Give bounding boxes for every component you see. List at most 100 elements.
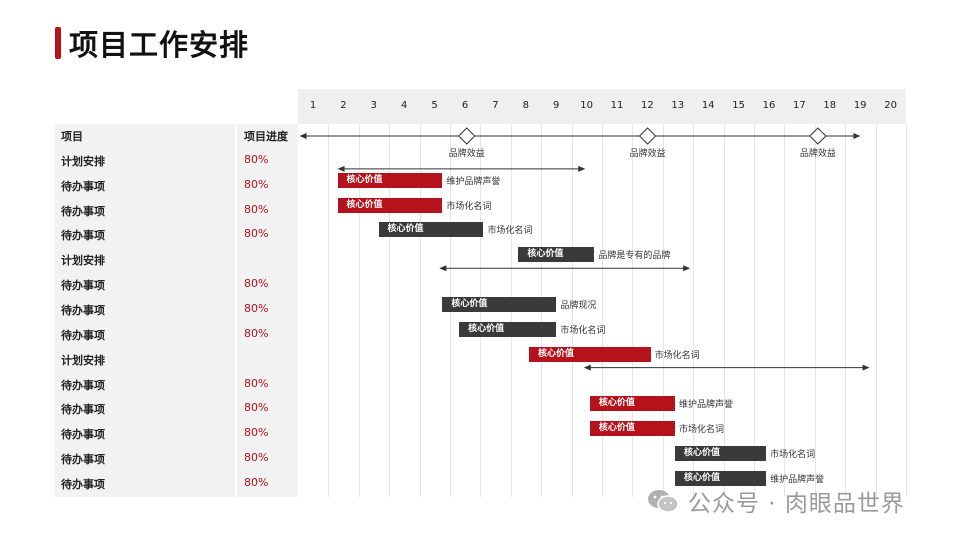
table-row: 待办事项 80% <box>55 199 298 223</box>
gantt-bar[interactable]: 核心价值 <box>378 222 484 238</box>
header-progress: 项目进度 <box>244 130 288 143</box>
table-row: 待办事项 80% <box>55 223 298 247</box>
column-number: 13 <box>671 100 685 111</box>
column-number: 14 <box>701 100 715 111</box>
grid-line <box>359 124 360 497</box>
grid-line <box>784 124 785 497</box>
column-number: 11 <box>610 100 624 111</box>
column-number: 9 <box>553 100 560 111</box>
table-row: 计划安排 <box>55 348 298 372</box>
grid-line <box>389 124 390 497</box>
column-number: 10 <box>580 100 593 111</box>
grid-line <box>663 124 664 497</box>
gantt-bar-note: 品牌是专有的品牌 <box>598 251 671 262</box>
row-progress: 80% <box>244 227 269 241</box>
grid-line <box>845 124 846 497</box>
table-row: 待办事项 80% <box>55 298 298 322</box>
column-number: 15 <box>732 100 745 111</box>
row-progress: 80% <box>244 401 269 415</box>
header-name: 项目 <box>61 130 83 143</box>
progress-column-bg <box>237 124 298 497</box>
main-timeline-arrow <box>299 133 861 139</box>
gantt-bar-note: 维护品牌声誉 <box>446 176 501 187</box>
gantt-bar[interactable]: 核心价值 <box>674 470 767 486</box>
grid-line <box>693 124 694 497</box>
grid-line <box>420 124 421 497</box>
gantt-bar[interactable]: 核心价值 <box>337 172 443 188</box>
row-progress: 80% <box>244 475 269 489</box>
watermark-text: 公众号 · 肉眼品世界 <box>688 491 905 517</box>
gantt-bar-note: 市场化名词 <box>678 425 724 436</box>
column-number: 20 <box>884 100 897 111</box>
column-number: 4 <box>401 100 408 111</box>
row-progress: 80% <box>244 376 269 390</box>
gantt-bar[interactable]: 核心价值 <box>518 247 595 263</box>
column-number: 2 <box>340 100 347 111</box>
row-progress: 80% <box>244 451 269 465</box>
row-progress: 80% <box>244 326 269 340</box>
group-span-arrow <box>439 265 691 272</box>
column-number: 8 <box>522 100 529 111</box>
row-name: 待办事项 <box>61 477 105 491</box>
milestone-diamond <box>638 127 657 145</box>
row-name: 待办事项 <box>61 403 105 417</box>
column-number: 18 <box>823 100 837 111</box>
table-row: 待办事项 80% <box>55 422 298 446</box>
wechat-icon <box>648 490 679 513</box>
column-number: 3 <box>370 100 377 111</box>
name-column-bg <box>55 124 235 497</box>
title-accent-bar <box>55 27 61 59</box>
row-progress: 80% <box>244 426 269 440</box>
table-row: 待办事项 80% <box>55 472 298 496</box>
row-name: 待办事项 <box>61 229 105 243</box>
gantt-bar[interactable]: 核心价值 <box>529 346 651 362</box>
group-span-arrow <box>583 364 870 371</box>
grid-line <box>632 124 633 497</box>
column-number: 16 <box>762 100 776 111</box>
grid-line <box>876 124 877 497</box>
row-name: 待办事项 <box>61 428 105 442</box>
milestone-label: 品牌效益 <box>629 149 666 159</box>
group-span-arrow <box>337 165 586 172</box>
milestone-diamond <box>809 127 827 145</box>
grid-line <box>906 124 907 497</box>
gantt-bar[interactable]: 核心价值 <box>337 197 443 213</box>
gantt-bar[interactable]: 核心价值 <box>459 321 557 337</box>
table-row: 待办事项 80% <box>55 323 298 347</box>
gantt-bar-note: 品牌现况 <box>560 300 597 311</box>
table-row: 计划安排 <box>55 248 298 272</box>
row-name: 计划安排 <box>61 353 105 367</box>
grid-line <box>602 124 603 497</box>
column-number: 7 <box>492 100 499 111</box>
gantt-bar-note: 市场化名词 <box>654 350 700 361</box>
row-name: 计划安排 <box>61 254 105 268</box>
gantt-bar[interactable]: 核心价值 <box>589 396 675 412</box>
column-number: 12 <box>641 100 654 111</box>
table-row: 计划安排 80% <box>55 149 298 173</box>
gantt-bar[interactable]: 核心价值 <box>442 296 557 312</box>
grid-line <box>328 124 329 497</box>
grid-line <box>754 124 755 497</box>
gantt-bar-note: 市场化名词 <box>487 226 533 237</box>
row-progress: 80% <box>244 301 269 315</box>
row-name: 待办事项 <box>61 303 105 317</box>
row-name: 待办事项 <box>61 453 105 467</box>
table-row: 待办事项 80% <box>55 174 298 198</box>
gantt-bar-note: 市场化名词 <box>770 450 816 461</box>
grid-line <box>815 124 816 497</box>
table-row: 待办事项 80% <box>55 273 298 297</box>
table-header: 项目 项目进度 <box>55 124 298 148</box>
column-number: 5 <box>431 100 438 111</box>
row-name: 计划安排 <box>61 154 105 168</box>
milestone-label: 品牌效益 <box>799 149 836 159</box>
row-name: 待办事项 <box>61 328 105 342</box>
gantt-bar[interactable]: 核心价值 <box>674 446 767 462</box>
grid-line <box>572 124 573 497</box>
gantt-bar[interactable]: 核心价值 <box>589 421 675 437</box>
row-progress: 80% <box>244 202 269 216</box>
row-name: 待办事项 <box>61 378 105 392</box>
grid-line <box>724 124 725 497</box>
row-name: 待办事项 <box>61 204 105 218</box>
task-table: 项目 项目进度 计划安排 80% 待办事项 80% 待办事项 80% 待办事项 80% 计划安排… <box>55 124 298 497</box>
